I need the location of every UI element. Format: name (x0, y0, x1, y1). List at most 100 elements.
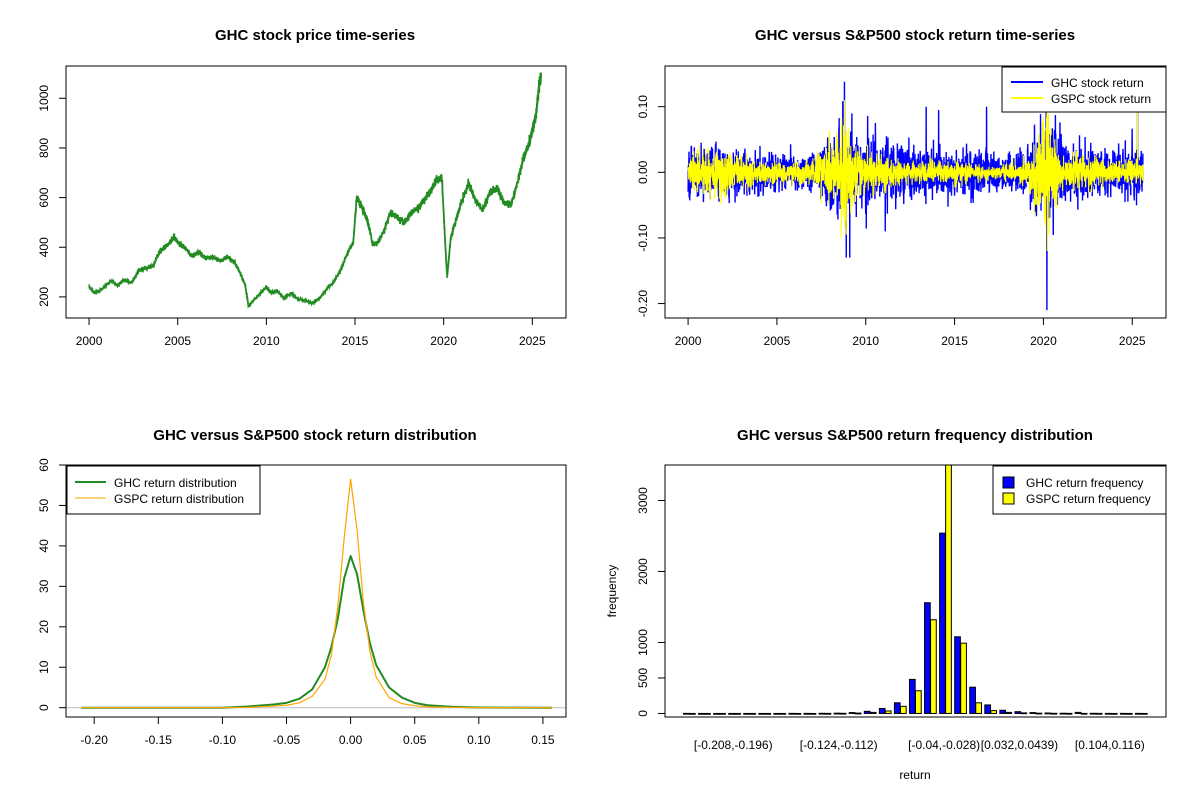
frequency-title: GHC versus S&P500 return frequency distr… (737, 427, 1093, 444)
x-category-label: [-0.208,-0.196) (694, 738, 773, 752)
ghc-frequency-bar (698, 712, 705, 715)
y-tick-label: 0.10 (636, 95, 650, 119)
gspc-frequency-bar (915, 690, 922, 714)
ghc-frequency-bar (908, 678, 916, 714)
x-category-label: [0.104,0.116) (1075, 738, 1145, 752)
price-plot-area (88, 72, 543, 309)
y-tick-label: 1000 (636, 629, 650, 656)
frequency-xlabel: return (899, 768, 930, 782)
y-tick-label: 2000 (636, 558, 650, 585)
y-tick-label: 500 (636, 668, 650, 688)
ghc-frequency-bar (893, 702, 901, 714)
gspc-frequency-bar (1080, 712, 1088, 715)
gspc-frequency-bar (719, 712, 726, 715)
ghc-frequency-bar (878, 707, 886, 714)
gspc-frequency-bar (884, 710, 892, 714)
x-tick-label: 0.00 (339, 733, 363, 747)
gspc-frequency-bar (1035, 712, 1043, 715)
ghc-frequency-bar (773, 712, 781, 715)
ghc-frequency-bar (1134, 712, 1142, 715)
x-tick-label: 2020 (1030, 334, 1057, 348)
gspc-frequency-bar (1140, 712, 1148, 715)
frequency-legend-box (992, 465, 1167, 515)
frequency-legend-ghc-label: GHC return frequency (1026, 476, 1143, 490)
gspc-frequency-bar (689, 712, 696, 715)
x-tick-label: -0.10 (209, 733, 237, 747)
density-legend-ghc-label: GHC return distribution (114, 476, 237, 490)
y-tick-label: 40 (37, 539, 51, 553)
returns-legend-box (1001, 66, 1167, 113)
x-tick-label: 2000 (76, 334, 103, 348)
y-tick-label: -0.10 (636, 224, 650, 252)
x-tick-label: -0.05 (273, 733, 301, 747)
x-category-label: [0.032,0.0439) (981, 738, 1058, 752)
density-title: GHC versus S&P500 stock return distribut… (153, 427, 476, 444)
panel-density: GHC versus S&P500 stock return distribut… (37, 427, 567, 747)
x-tick-label: 2020 (430, 334, 457, 348)
ghc-frequency-bar (1059, 712, 1067, 715)
gspc-return-line (687, 100, 1144, 252)
x-tick-label: 2015 (342, 334, 369, 348)
gspc-frequency-bar (975, 702, 982, 714)
ghc-frequency-bar (833, 712, 841, 715)
x-category-label: [-0.04,-0.028) (908, 738, 980, 752)
returns-legend-ghc-label: GHC stock return (1051, 76, 1144, 90)
panel-frequency: GHC versus S&P500 return frequency distr… (605, 427, 1167, 782)
gspc-frequency-bar (764, 712, 772, 715)
ghc-frequency-bar (999, 709, 1007, 714)
x-tick-label: 2010 (253, 334, 280, 348)
density-plot-frame (65, 464, 567, 718)
y-tick-label: 0 (37, 704, 51, 711)
y-tick-label: 30 (37, 579, 51, 593)
panel-price: GHC stock price time-series 2000 2005 2010… (37, 27, 567, 348)
ghc-frequency-bar (984, 704, 992, 714)
gspc-frequency-bar (1050, 712, 1058, 715)
gspc-frequency-bar (839, 712, 847, 715)
y-tick-label: 0.00 (636, 160, 650, 184)
returns-plot-area (687, 81, 1144, 311)
gspc-frequency-bar (869, 711, 877, 714)
ghc-frequency-bar (728, 712, 735, 715)
panel-returns: GHC versus S&P500 stock return time-seri… (636, 27, 1167, 348)
density-legend-gspc-label: GSPC return distribution (114, 492, 244, 506)
ghc-frequency-bar (1044, 712, 1052, 715)
ghc-frequency-bar (788, 712, 796, 715)
gspc-frequency-bar (1110, 712, 1118, 715)
returns-title: GHC versus S&P500 stock return time-seri… (755, 27, 1075, 44)
x-tick-label: -0.15 (145, 733, 173, 747)
y-tick-label: 50 (37, 498, 51, 512)
ghc-frequency-bar (1089, 712, 1097, 715)
x-tick-label: 2005 (764, 334, 791, 348)
y-tick-label: 200 (37, 287, 51, 307)
x-tick-label: 0.10 (467, 733, 491, 747)
gspc-frequency-bar (930, 619, 937, 714)
ghc-frequency-bar (1119, 712, 1127, 715)
gspc-frequency-bar (704, 712, 711, 715)
gspc-frequency-bar (1125, 712, 1133, 715)
y-tick-label: 0 (636, 710, 650, 717)
ghc-frequency-bar (713, 712, 720, 715)
gspc-frequency-bar (1020, 712, 1028, 715)
x-tick-label: 2005 (164, 334, 191, 348)
x-tick-label: 2000 (675, 334, 702, 348)
gspc-frequency-bar (899, 705, 907, 714)
frequency-legend: GHC return frequency GSPC return frequen… (992, 465, 1167, 515)
price-title: GHC stock price time-series (215, 27, 415, 44)
density-legend-box (66, 465, 261, 515)
y-tick-label: 600 (37, 187, 51, 207)
ghc-frequency-bar (848, 712, 856, 714)
x-tick-label: 0.15 (531, 733, 555, 747)
gspc-frequency-bar (779, 712, 787, 715)
x-tick-label: 0.05 (403, 733, 427, 747)
ghc-frequency-bar (818, 712, 826, 715)
x-tick-label: -0.20 (81, 733, 109, 747)
y-tick-label: 3000 (636, 487, 650, 514)
x-category-label: [-0.124,-0.112) (800, 738, 878, 752)
ghc-frequency-bar (939, 532, 946, 714)
ghc-frequency-bar (863, 710, 871, 714)
gspc-density-line (81, 478, 552, 709)
y-tick-label: 60 (37, 458, 51, 472)
gspc-frequency-bar (1005, 711, 1013, 714)
gspc-frequency-bar (1065, 712, 1073, 715)
ghc-frequency-bar (954, 636, 961, 714)
